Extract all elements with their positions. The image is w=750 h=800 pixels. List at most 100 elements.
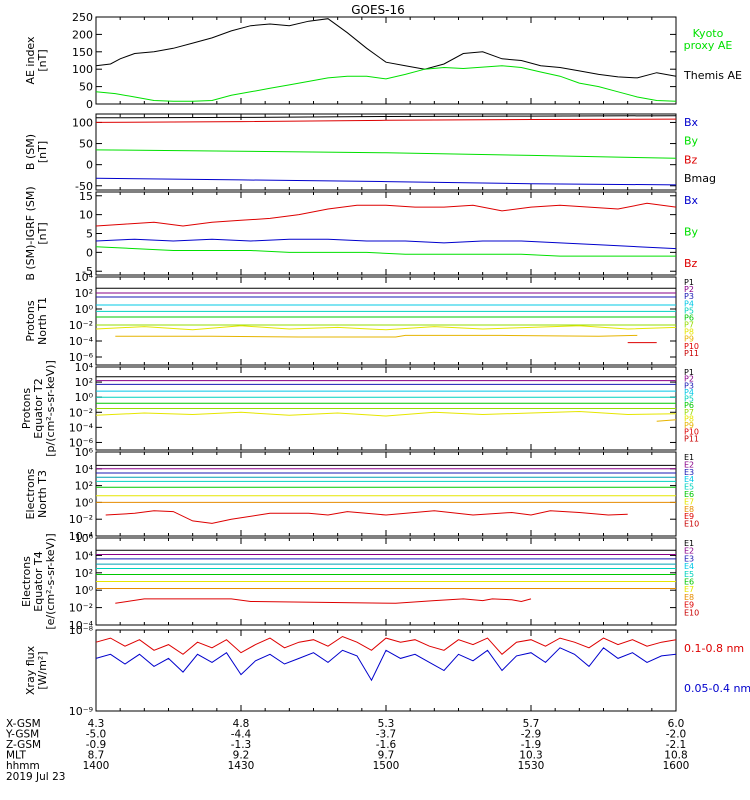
x-axis-value: -1.3: [231, 739, 252, 751]
y-tick-label: 10⁻²: [69, 406, 93, 419]
y-axis-label: B (SM)-IGRF (SM): [24, 186, 37, 280]
legend-entry: E9: [684, 512, 694, 521]
series-p8: [95, 325, 677, 331]
series-p9: [656, 419, 677, 422]
legend-entry: P4: [684, 388, 694, 397]
panel-b-sm: -50 0 50 100 B (SM) [nT] Bx By Bz Bmag: [24, 113, 716, 193]
x-axis-value: 10.8: [664, 750, 687, 762]
series-bz: [95, 202, 677, 227]
legend-entry: proxy AE: [684, 39, 733, 52]
x-axis-value: -3.7: [376, 729, 397, 741]
y-tick-label: 10⁶: [75, 446, 94, 459]
x-row-label: MLT: [6, 750, 26, 762]
x-axis-value: 5.3: [378, 718, 395, 730]
y-axis-label: North T1: [36, 297, 49, 345]
y-tick-label: 10⁴: [75, 271, 94, 284]
x-axis-value: -2.9: [521, 729, 542, 741]
series-themis-ae: [95, 18, 677, 79]
x-row-label: X-GSM: [6, 718, 41, 730]
x-axis-value: 1400: [83, 760, 110, 772]
y-tick-label: 10⁻²: [69, 319, 93, 332]
series-bx: [95, 177, 677, 186]
y-axis-label: Protons: [24, 300, 37, 341]
legend-entry: Kyoto: [693, 27, 724, 40]
panel-frame: [95, 113, 677, 191]
x-axis-value: 9.7: [378, 750, 395, 762]
x-axis-value: -0.9: [86, 739, 107, 751]
x-row-label: Y-GSM: [5, 729, 39, 741]
x-axis-value: 4.8: [233, 718, 250, 730]
y-tick-label: 10²: [75, 287, 93, 300]
y-tick-label: 10⁻⁴: [69, 619, 94, 632]
y-tick-label: 0: [86, 246, 93, 259]
legend-entry: Themis AE: [683, 69, 742, 82]
legend-entry: Bx: [684, 116, 699, 129]
panel-electrons-equator-t4: 10⁻⁴ 10⁻² 10⁰ 10² 10⁴ 10⁶ Electrons Equator T4[…: [20, 532, 699, 632]
y-tick-label: 10⁻⁶: [69, 436, 94, 449]
series-p9: [115, 334, 638, 338]
y-axis-label: Electrons: [24, 468, 37, 519]
legend-entry: 0.1-0.8 nm: [684, 642, 744, 655]
legend-entry: 0.05-0.4 nm: [684, 682, 750, 695]
legend-entry: E1: [684, 453, 694, 462]
panel-frame: [95, 191, 677, 276]
y-tick-label: -5: [82, 265, 93, 278]
y-tick-label: 10²: [75, 567, 93, 580]
x-axis-value: 5.7: [523, 718, 540, 730]
panel-xray-flux: 10⁻⁹ 10⁻⁸ Xray flux [W/m²] 0.1-0.8 nm 0.05-0.…: [24, 624, 750, 718]
legend-entry: P2: [684, 285, 694, 294]
legend-entry: Bmag: [684, 172, 716, 185]
x-row-label: hhmm: [6, 760, 40, 772]
y-tick-label: 10⁰: [75, 303, 94, 316]
x-axis-area: X-GSM 4.3 4.8 5.3 5.7 6.0 Y-GSM -5.0 -4.4 -3.7 -2.…: [5, 718, 689, 783]
y-tick-label: 150: [72, 46, 93, 59]
x-axis-value: 1500: [373, 760, 400, 772]
x-axis-value: -1.9: [521, 739, 542, 751]
legend-entry: By: [684, 135, 699, 148]
legend-entry: E10: [684, 520, 699, 529]
y-tick-label: 10⁴: [75, 361, 94, 374]
series-by: [95, 246, 676, 257]
x-axis-value: -5.0: [86, 729, 107, 741]
y-tick-label: 100: [72, 63, 93, 76]
legend-entry: P6: [684, 313, 694, 322]
x-axis-value: 4.3: [88, 718, 105, 730]
y-tick-label: 10⁻²: [69, 513, 93, 526]
legend-entry: E3: [684, 468, 694, 477]
series-0-1-0-8-nm: [95, 635, 677, 655]
legend-entry: P11: [684, 434, 699, 443]
legend-entry: P1: [684, 368, 694, 377]
y-tick-label: 100: [72, 116, 93, 129]
y-tick-label: 10: [79, 209, 93, 222]
y-tick-label: 0: [86, 98, 93, 111]
legend-entry: P9: [684, 421, 694, 430]
y-axis-label: [p/(cm²-s-sr-keV)]: [44, 360, 57, 457]
x-axis-value: -1.6: [376, 739, 397, 751]
y-axis-label: Equator T2: [32, 378, 45, 438]
series-0-05-0-4-nm: [95, 647, 677, 682]
legend-entry: P7: [684, 408, 694, 417]
y-tick-label: 10⁻²: [69, 602, 93, 615]
y-axis-label: [nT]: [36, 141, 49, 163]
legend-entry: P5: [684, 395, 694, 404]
panel-frame: [95, 276, 677, 366]
y-tick-label: 10⁻⁴: [69, 530, 94, 543]
x-axis-value: 1600: [663, 760, 690, 772]
x-axis-value: 8.7: [88, 750, 105, 762]
x-axis-value: 10.3: [519, 750, 542, 762]
y-tick-label: 10⁰: [75, 584, 94, 597]
y-tick-label: -50: [75, 180, 93, 193]
x-axis-value: 9.2: [233, 750, 250, 762]
legend-entry: E4: [684, 562, 694, 571]
y-tick-label: 10⁶: [75, 532, 94, 545]
y-axis-label: Xray flux: [24, 645, 37, 695]
legend-entry: E6: [684, 490, 694, 499]
x-axis-value: -4.4: [231, 729, 252, 741]
y-tick-label: 50: [79, 138, 93, 151]
y-tick-label: 10⁻⁹: [69, 705, 93, 718]
y-tick-label: 10⁰: [75, 496, 94, 509]
x-axis-value: 1530: [518, 760, 545, 772]
